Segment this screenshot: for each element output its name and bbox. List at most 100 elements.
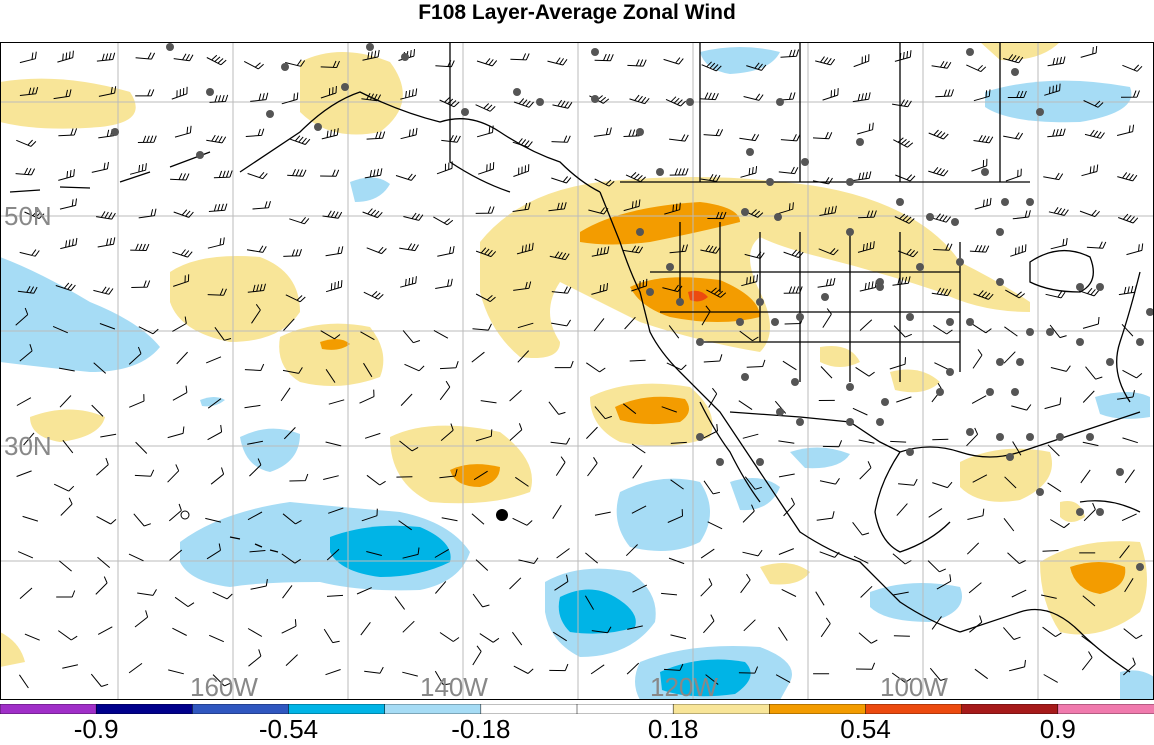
lon-label-160w: 160W xyxy=(190,672,258,702)
station-dot xyxy=(1036,488,1044,496)
colorbar-swatch xyxy=(962,704,1059,714)
lat-label-30n: 30N xyxy=(4,431,52,461)
station-dot xyxy=(513,88,521,96)
colorbar-swatch xyxy=(866,704,963,714)
station-dot xyxy=(1096,283,1104,291)
station-dot xyxy=(1076,338,1084,346)
station-dot xyxy=(896,198,904,206)
station-dot xyxy=(1016,358,1024,366)
station-dot xyxy=(796,313,804,321)
station-dot xyxy=(821,293,829,301)
station-dot xyxy=(401,53,409,61)
station-dot xyxy=(591,48,599,56)
station-dot xyxy=(951,218,959,226)
station-dot xyxy=(996,433,1004,441)
colorbar-swatch xyxy=(289,704,386,714)
station-dot xyxy=(686,98,694,106)
colorbar-swatch xyxy=(0,704,97,714)
station-dot xyxy=(1026,328,1034,336)
station-dot xyxy=(266,110,274,118)
colorbar-swatch xyxy=(769,704,866,714)
station-dot xyxy=(281,63,289,71)
station-dot xyxy=(1116,468,1124,476)
station-dot xyxy=(756,458,764,466)
station-dot xyxy=(1056,433,1064,441)
station-dot xyxy=(716,458,724,466)
station-dot xyxy=(1146,308,1154,316)
colorbar-tick-label: 0.54 xyxy=(840,714,891,745)
station-dot xyxy=(776,98,784,106)
station-dot xyxy=(796,418,804,426)
station-dot xyxy=(1006,453,1014,461)
station-dot xyxy=(776,408,784,416)
station-dot xyxy=(1086,433,1094,441)
station-dot xyxy=(766,178,774,186)
station-dot xyxy=(981,168,989,176)
station-dot xyxy=(746,148,754,156)
station-dot xyxy=(996,228,1004,236)
wind-barb xyxy=(630,360,646,361)
station-dot xyxy=(846,178,854,186)
station-dot xyxy=(1026,433,1034,441)
colorbar xyxy=(0,704,1154,714)
station-dot xyxy=(946,368,954,376)
lon-label-120w: 120W xyxy=(650,672,718,702)
station-dot xyxy=(646,288,654,296)
colorbar-tick-label: 0.9 xyxy=(1040,714,1076,745)
station-dot xyxy=(1046,328,1054,336)
station-dot xyxy=(986,388,994,396)
station-dot xyxy=(906,313,914,321)
station-dot xyxy=(846,383,854,391)
station-dot xyxy=(741,208,749,216)
map-title: F108 Layer-Average Zonal Wind xyxy=(0,0,1154,40)
station-dot xyxy=(591,95,599,103)
lon-label-140w: 140W xyxy=(420,672,488,702)
station-dot xyxy=(946,318,954,326)
station-dot xyxy=(696,433,704,441)
large-station-marker xyxy=(496,509,508,521)
station-dot xyxy=(366,43,374,51)
station-dot xyxy=(1076,283,1084,291)
station-dot xyxy=(966,318,974,326)
station-dot xyxy=(536,98,544,106)
colorbar-tick-label: -0.54 xyxy=(259,714,318,745)
negative-region-small-9 xyxy=(1120,670,1154,700)
station-dot xyxy=(1076,508,1084,516)
station-dot xyxy=(926,213,934,221)
station-dot xyxy=(996,358,1004,366)
station-dot xyxy=(1106,358,1114,366)
colorbar-tick-label: 0.18 xyxy=(648,714,699,745)
colorbar-swatch xyxy=(385,704,482,714)
station-dot xyxy=(846,228,854,236)
station-dot xyxy=(656,168,664,176)
positive-region-alaska xyxy=(300,52,403,135)
station-dot xyxy=(956,258,964,266)
station-dot xyxy=(166,43,174,51)
station-dot xyxy=(856,138,864,146)
station-dot xyxy=(846,418,854,426)
negative-region-mexico-coast xyxy=(617,479,710,551)
station-dot xyxy=(876,418,884,426)
station-dot xyxy=(876,283,884,291)
station-dot xyxy=(966,48,974,56)
station-dot xyxy=(1136,338,1144,346)
station-dot xyxy=(1026,198,1034,206)
station-dot xyxy=(206,88,214,96)
station-dot xyxy=(676,298,684,306)
station-dot xyxy=(666,263,674,271)
station-dot xyxy=(1001,198,1009,206)
colorbar-swatch xyxy=(192,704,289,714)
station-dot xyxy=(314,123,322,131)
station-dot xyxy=(881,398,889,406)
station-dot xyxy=(966,428,974,436)
lat-label-50n: 50N xyxy=(4,201,52,231)
station-dot xyxy=(1011,68,1019,76)
station-dot xyxy=(1136,563,1144,571)
lon-label-100w: 100W xyxy=(880,672,948,702)
colorbar-swatch xyxy=(96,704,193,714)
wind-barb xyxy=(894,636,910,637)
colorbar-swatch xyxy=(673,704,770,714)
station-dot xyxy=(636,228,644,236)
station-dot xyxy=(696,338,704,346)
colorbar-tick-label: -0.9 xyxy=(74,714,119,745)
